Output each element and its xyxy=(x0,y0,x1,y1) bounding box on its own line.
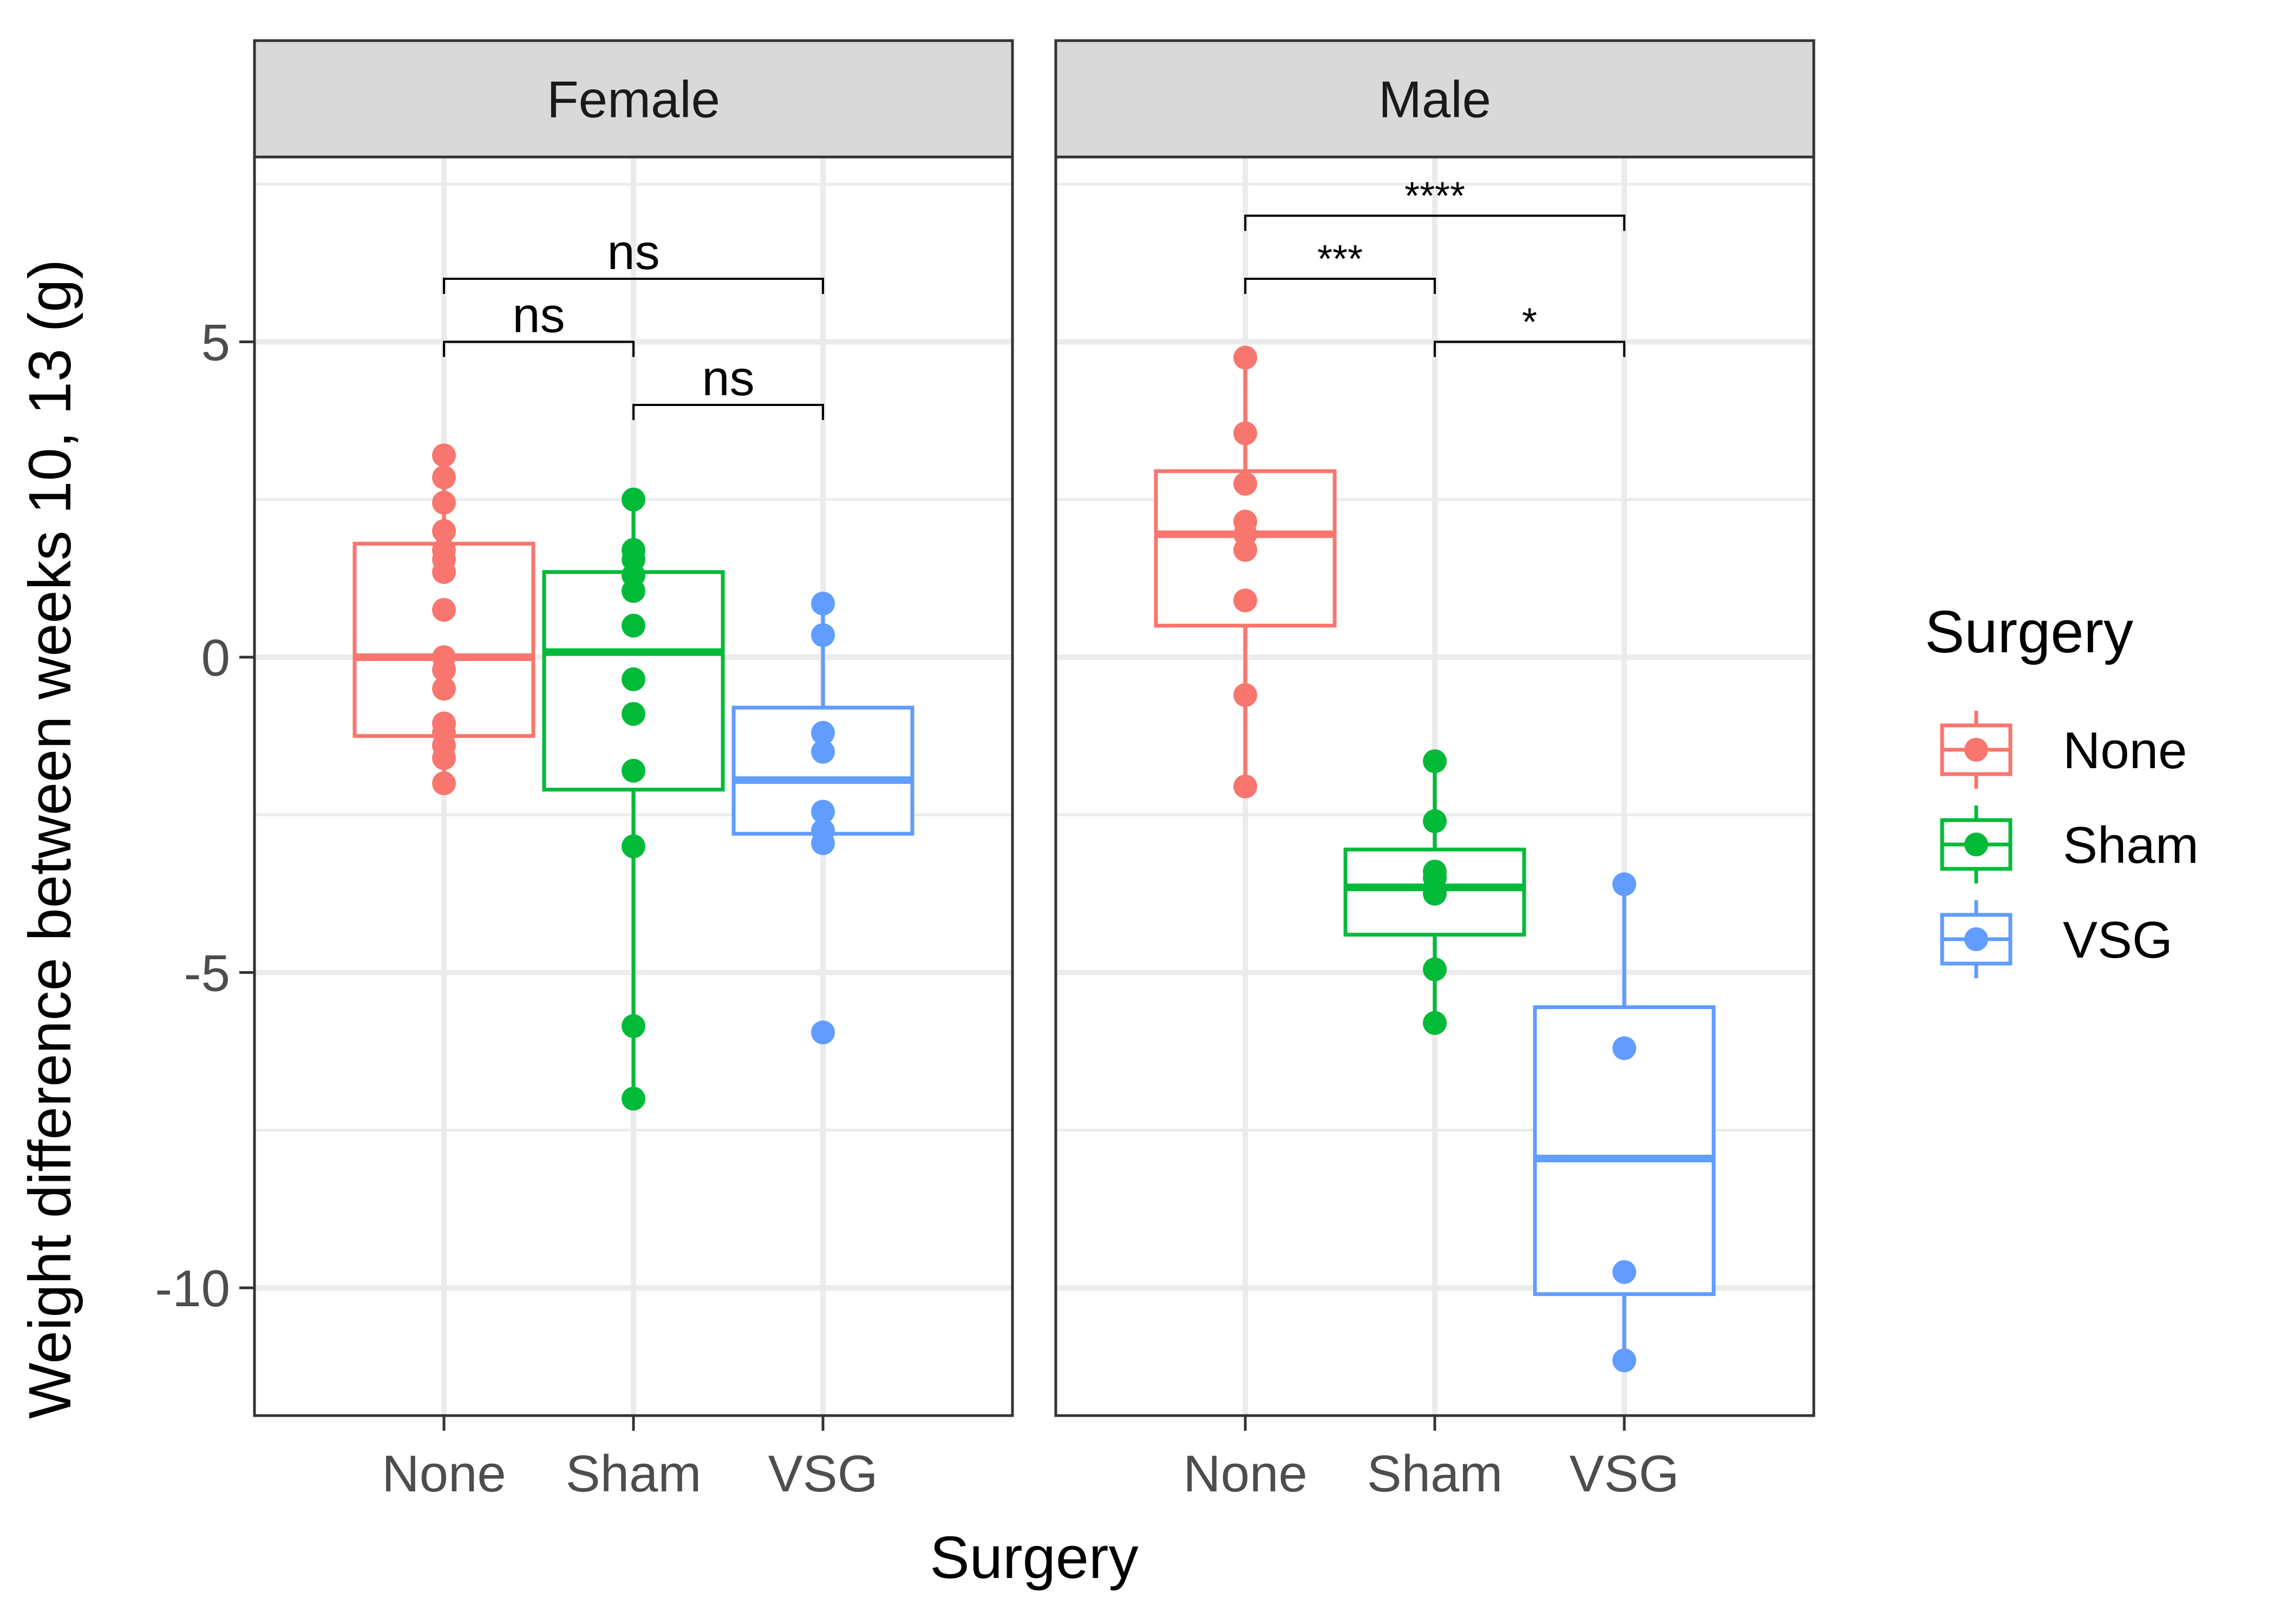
y-axis-title: Weight difference between weeks 10, 13 (… xyxy=(17,259,83,1419)
data-point xyxy=(622,613,645,638)
x-tick-label: VSG xyxy=(768,1445,878,1503)
legend-key-point xyxy=(1964,833,1988,856)
legend-entry-label: Sham xyxy=(2063,816,2199,874)
data-point xyxy=(811,1020,835,1045)
x-tick-label: Sham xyxy=(1367,1445,1503,1503)
data-point xyxy=(622,758,645,783)
x-axis-title: Surgery xyxy=(930,1524,1138,1591)
data-point xyxy=(1233,472,1257,496)
data-point xyxy=(1233,588,1257,613)
data-point xyxy=(1423,881,1447,906)
bracket-line xyxy=(1434,340,1625,357)
facet-strip xyxy=(253,39,1014,159)
facet-strip xyxy=(1054,39,1815,159)
data-point xyxy=(1423,809,1447,833)
data-point xyxy=(1233,774,1257,798)
y-tick-label: -10 xyxy=(155,1260,230,1318)
data-point xyxy=(622,834,645,859)
x-tick-label: None xyxy=(382,1445,506,1503)
box-sham xyxy=(542,487,725,1111)
facet-strip-label: Female xyxy=(547,71,720,129)
box-none xyxy=(1154,345,1337,798)
x-tick-label: Sham xyxy=(566,1445,702,1503)
significance-bracket: ns xyxy=(443,288,635,357)
data-point xyxy=(622,579,645,603)
data-point xyxy=(1233,683,1257,707)
data-point xyxy=(432,465,456,489)
box-none xyxy=(352,443,535,795)
legend-entry-label: None xyxy=(2063,722,2187,780)
legend-key-sham: Sham xyxy=(1940,806,2199,883)
legend-keys: None Sham VSG xyxy=(1940,711,2199,978)
data-point xyxy=(1612,1260,1636,1284)
bracket-line xyxy=(443,278,824,294)
significance-bracket: ns xyxy=(632,351,824,420)
data-point xyxy=(432,746,456,770)
data-point xyxy=(1612,872,1636,896)
legend-key-point xyxy=(1964,738,1988,762)
data-point xyxy=(1612,1036,1636,1060)
data-point xyxy=(1423,957,1447,981)
significance-label: ns xyxy=(512,288,565,343)
legend-key-point xyxy=(1964,927,1988,951)
y-tick-label: 5 xyxy=(201,314,230,372)
legend-key-none: None xyxy=(1940,711,2187,789)
data-point xyxy=(432,658,456,682)
data-point xyxy=(811,591,835,615)
significance-label: ns xyxy=(607,225,659,280)
significance-label: **** xyxy=(1404,175,1465,218)
data-point xyxy=(1233,538,1257,562)
data-point xyxy=(1233,421,1257,446)
data-point xyxy=(1233,345,1257,370)
data-point xyxy=(622,1014,645,1038)
data-point xyxy=(622,1086,645,1111)
significance-label: * xyxy=(1522,301,1537,344)
y-axis: 5 0 -5 -10 xyxy=(155,314,254,1318)
box-vsg xyxy=(1533,872,1716,1372)
data-point xyxy=(1423,1011,1447,1035)
legend: Surgery None Sham VSG xyxy=(1925,599,2199,978)
data-point xyxy=(1423,749,1447,774)
data-point xyxy=(811,623,835,647)
box-vsg xyxy=(731,591,914,1045)
data-point xyxy=(1612,1348,1636,1372)
data-point xyxy=(432,490,456,515)
data-point xyxy=(622,487,645,512)
data-point xyxy=(432,443,456,468)
data-point xyxy=(811,739,835,764)
legend-title: Surgery xyxy=(1925,599,2133,665)
data-point xyxy=(811,721,835,745)
significance-bracket: *** xyxy=(1244,238,1436,294)
data-point xyxy=(622,702,645,726)
x-tick-label: None xyxy=(1183,1445,1308,1503)
bracket-line xyxy=(1244,214,1625,231)
bracket-line xyxy=(632,404,824,420)
data-point xyxy=(432,519,456,543)
data-point xyxy=(811,831,835,855)
data-point xyxy=(432,598,456,622)
y-tick-label: -5 xyxy=(184,945,230,1003)
data-point xyxy=(432,677,456,701)
facet-strip-label: Male xyxy=(1378,71,1491,129)
data-point xyxy=(432,560,456,584)
significance-label: ns xyxy=(702,351,754,406)
bracket-line xyxy=(443,340,635,357)
significance-bracket: ns xyxy=(443,225,824,294)
data-point xyxy=(622,667,645,691)
y-tick-label: 0 xyxy=(201,629,230,687)
significance-bracket: **** xyxy=(1244,175,1625,231)
legend-key-vsg: VSG xyxy=(1940,900,2173,978)
legend-entry-label: VSG xyxy=(2063,911,2173,969)
box-sham xyxy=(1343,749,1526,1035)
data-point xyxy=(811,800,835,824)
bracket-line xyxy=(1244,278,1436,294)
x-tick-label: VSG xyxy=(1570,1445,1680,1503)
significance-label: *** xyxy=(1317,238,1363,281)
significance-bracket: * xyxy=(1434,301,1625,357)
data-point xyxy=(432,771,456,795)
